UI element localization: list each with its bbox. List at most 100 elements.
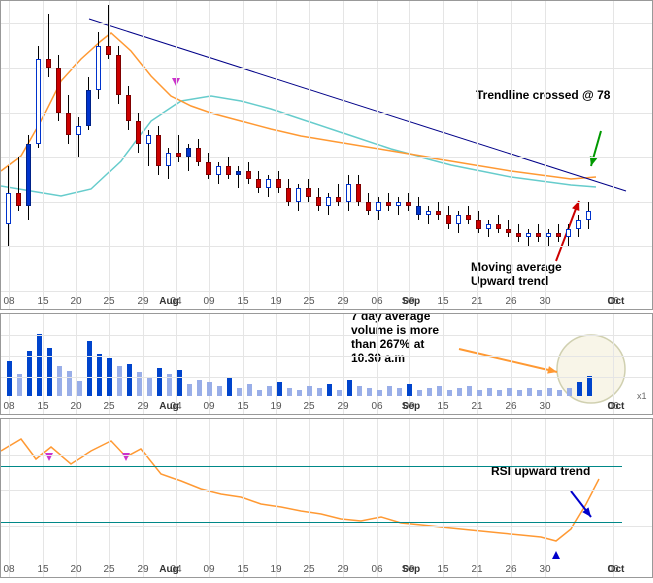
x-axis-date: 15	[237, 296, 248, 307]
volume-bar	[147, 378, 152, 396]
volume-bar	[377, 390, 382, 396]
volume-bar	[67, 371, 72, 396]
volume-bar	[347, 380, 352, 396]
x-axis-date: 15	[437, 296, 448, 307]
volume-bar	[307, 386, 312, 396]
volume-bar	[517, 390, 522, 396]
volume-bar	[227, 378, 232, 396]
volume-bar	[137, 372, 142, 396]
volume-bar	[127, 364, 132, 396]
x-axis-date: 06	[371, 401, 382, 412]
volume-bar	[547, 388, 552, 396]
volume-bar	[327, 384, 332, 396]
volume-bar	[417, 390, 422, 396]
x-axis-date: 15	[237, 564, 248, 575]
x-axis-date: 26	[505, 401, 516, 412]
volume-bar	[277, 382, 282, 396]
x-axis-date: 21	[471, 401, 482, 412]
volume-bar	[187, 384, 192, 396]
annotation-text: than 267% at	[351, 337, 424, 351]
x-axis-date: 15	[237, 401, 248, 412]
volume-bar	[507, 388, 512, 396]
x-axis-date: 19	[270, 401, 281, 412]
volume-bar	[37, 334, 42, 396]
x-axis-date: 25	[303, 296, 314, 307]
x-axis-date: 29	[137, 564, 148, 575]
volume-bar	[367, 388, 372, 396]
volume-bar	[57, 366, 62, 396]
volume-bar	[497, 390, 502, 396]
rsi-overlay: RSI upward trend	[1, 419, 652, 577]
volume-bar	[587, 376, 592, 396]
x-axis-date: 29	[137, 296, 148, 307]
x-axis-date: 26	[505, 564, 516, 575]
x-axis-date: 06	[371, 296, 382, 307]
x-axis-date: 25	[103, 401, 114, 412]
volume-bar	[87, 341, 92, 396]
x-axis-month: Sep	[402, 296, 420, 307]
volume-bar	[157, 368, 162, 396]
volume-bar	[117, 366, 122, 396]
volume-bar	[537, 390, 542, 396]
volume-bar	[197, 380, 202, 396]
volume-bar	[487, 388, 492, 396]
volume-bar	[387, 386, 392, 396]
volume-bar	[477, 390, 482, 396]
volume-bar	[577, 382, 582, 396]
x-axis-date: 30	[539, 564, 550, 575]
x-axis-date: 29	[337, 564, 348, 575]
x-axis-date: 20	[70, 564, 81, 575]
volume-bar	[357, 386, 362, 396]
volume-bar	[77, 381, 82, 396]
volume-bar	[427, 388, 432, 396]
x-axis-month: Aug	[159, 296, 178, 307]
volume-bar	[407, 384, 412, 396]
volume-bar	[27, 351, 32, 396]
x-axis-month: Oct	[608, 401, 625, 412]
x-axis-date: 09	[203, 564, 214, 575]
volume-bar	[317, 388, 322, 396]
x-axis-date: 15	[37, 296, 48, 307]
x-axis-date: 19	[270, 296, 281, 307]
volume-bar	[447, 390, 452, 396]
x-axis-month: Oct	[608, 564, 625, 575]
volume-bar	[237, 388, 242, 396]
volume-bar	[207, 382, 212, 396]
volume-bar	[247, 384, 252, 396]
volume-bar	[527, 388, 532, 396]
x-axis-date: 29	[137, 401, 148, 412]
x-axis-date: 20	[70, 401, 81, 412]
x-axis-month: Oct	[608, 296, 625, 307]
volume-bar	[397, 388, 402, 396]
x-axis-date: 15	[37, 401, 48, 412]
x-axis-date: 15	[437, 401, 448, 412]
volume-panel: 7 day averagevolume is morethan 267% at1…	[0, 313, 653, 415]
x-axis-date: 21	[471, 564, 482, 575]
x-axis-date: 08	[3, 296, 14, 307]
x-axis-date: 21	[471, 296, 482, 307]
volume-bar	[567, 388, 572, 396]
x-axis-date: 19	[270, 564, 281, 575]
x-axis-month: Aug	[159, 401, 178, 412]
x-axis-date: 06	[371, 564, 382, 575]
volume-bar	[177, 370, 182, 396]
annotation-text: 7 day average	[351, 314, 431, 323]
x-axis-month: Aug	[159, 564, 178, 575]
volume-bar	[287, 388, 292, 396]
rsi-panel: RSI upward trend 08152025290409151925290…	[0, 418, 653, 578]
x-axis-date: 25	[303, 564, 314, 575]
volume-bar	[217, 386, 222, 396]
x-axis-date: 29	[337, 296, 348, 307]
x-axis-date: 15	[437, 564, 448, 575]
x-axis-date: 30	[539, 401, 550, 412]
volume-bar	[457, 388, 462, 396]
x-axis-date: 08	[3, 401, 14, 412]
x-axis-date: 30	[539, 296, 550, 307]
annotation-text: Moving average	[471, 260, 562, 274]
x-axis-date: 20	[70, 296, 81, 307]
x-axis-date: 26	[505, 296, 516, 307]
marker-arrow-up	[552, 551, 560, 559]
volume-bar	[267, 386, 272, 396]
x-axis-date: 25	[103, 564, 114, 575]
x-axis-date: 08	[3, 564, 14, 575]
